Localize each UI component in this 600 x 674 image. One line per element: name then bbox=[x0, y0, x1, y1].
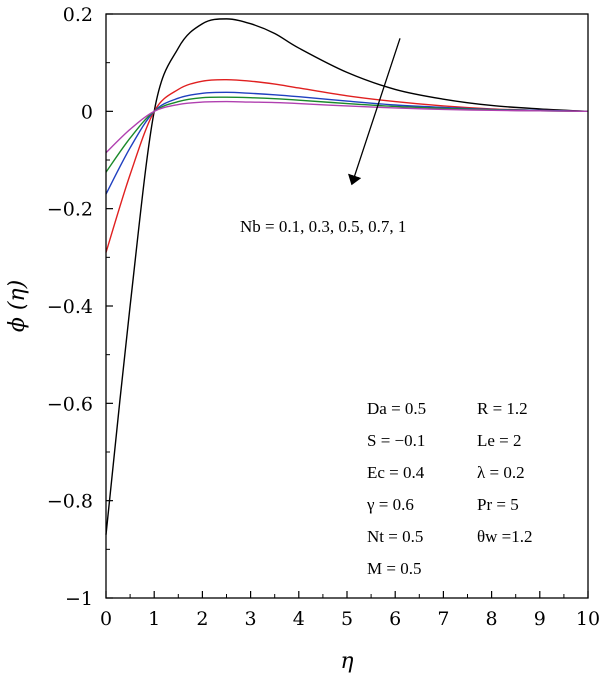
y-tick-label: 0 bbox=[81, 101, 93, 123]
series-line-4 bbox=[105, 96, 589, 173]
parameter-label: S = −0.1 bbox=[367, 431, 425, 450]
parameter-label: Nt = 0.5 bbox=[367, 527, 423, 546]
parameters-box: Da = 0.5 R = 1.2 S = −0.1 Le = 2 Ec = 0.4 λ =… bbox=[366, 399, 533, 578]
tick-layer: 0 1 2 3 4 5 6 7 8 9 10 −1 −0.8 −0.6 −0.4 −0.2 0 0.2 bbox=[47, 4, 600, 630]
x-axis-title: η bbox=[340, 649, 353, 674]
parameter-label: Ec = 0.4 bbox=[367, 463, 425, 482]
parameter-label: R = 1.2 bbox=[477, 399, 528, 418]
x-tick-label: 4 bbox=[293, 608, 305, 630]
x-tick-label: 5 bbox=[341, 608, 353, 630]
parameter-label: λ = 0.2 bbox=[477, 463, 525, 482]
x-tick-label: 10 bbox=[576, 608, 600, 630]
x-tick-label: 6 bbox=[389, 608, 401, 630]
x-tick-label: 2 bbox=[196, 608, 208, 630]
nb-label: Nb = 0.1, 0.3, 0.5, 0.7, 1 bbox=[240, 217, 406, 236]
parameter-label: M = 0.5 bbox=[367, 559, 421, 578]
parameter-label: θw =1.2 bbox=[477, 527, 533, 546]
arrow-annotation: Nb = 0.1, 0.3, 0.5, 0.7, 1 bbox=[240, 38, 406, 236]
y-tick-label: 0.2 bbox=[63, 4, 93, 26]
y-tick-label: −0.6 bbox=[47, 393, 93, 415]
parameter-label: Da = 0.5 bbox=[367, 399, 426, 418]
x-tick-label: 0 bbox=[100, 608, 112, 630]
x-tick-label: 7 bbox=[437, 608, 449, 630]
series-line-1 bbox=[105, 18, 589, 535]
series-layer bbox=[105, 18, 589, 535]
parameter-label: γ = 0.6 bbox=[366, 495, 414, 514]
y-axis-title: ϕ (η) bbox=[5, 280, 30, 332]
arrow-line bbox=[347, 38, 401, 186]
x-tick-label: 8 bbox=[486, 608, 498, 630]
y-tick-label: −0.4 bbox=[47, 296, 93, 318]
y-tick-label: −0.8 bbox=[47, 491, 93, 513]
parameter-label: Le = 2 bbox=[477, 431, 522, 450]
x-tick-label: 9 bbox=[534, 608, 546, 630]
series-line-5 bbox=[105, 100, 589, 154]
x-tick-label: 3 bbox=[245, 608, 257, 630]
y-tick-label: −0.2 bbox=[47, 199, 93, 221]
x-tick-label: 1 bbox=[148, 608, 160, 630]
parameter-label: Pr = 5 bbox=[477, 495, 519, 514]
y-tick-label: −1 bbox=[65, 588, 93, 610]
